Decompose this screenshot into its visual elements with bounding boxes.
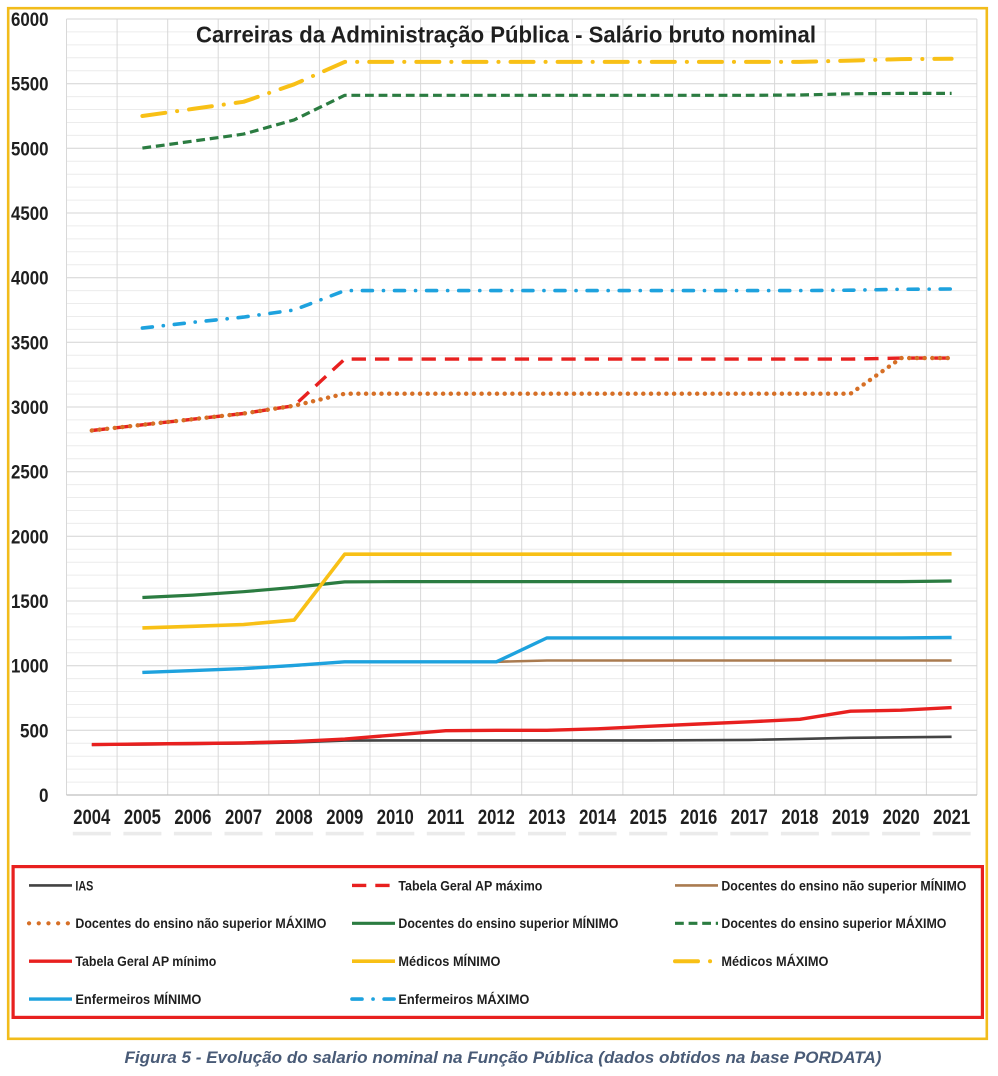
svg-text:4000: 4000 [11,268,49,290]
svg-text:2005: 2005 [124,806,161,829]
svg-text:Carreiras da Administração Púb: Carreiras da Administração Pública - Sal… [196,22,816,48]
svg-text:3000: 3000 [11,397,49,419]
svg-text:IAS: IAS [75,878,93,893]
svg-text:Figura 5 - Evolução do salario: Figura 5 - Evolução do salario nominal n… [125,1048,882,1067]
svg-text:5000: 5000 [11,138,49,160]
svg-text:Docentes do ensino superior MÍ: Docentes do ensino superior MÍNIMO [398,916,618,931]
svg-text:4500: 4500 [11,203,49,225]
svg-text:2009: 2009 [326,806,363,829]
svg-text:2017: 2017 [731,806,768,829]
svg-text:2000: 2000 [11,526,49,548]
svg-text:Tabela Geral AP mínimo: Tabela Geral AP mínimo [75,954,216,969]
svg-text:2021: 2021 [933,806,970,829]
svg-text:2015: 2015 [630,806,667,829]
svg-text:2011: 2011 [427,806,464,829]
svg-text:Docentes do ensino não superio: Docentes do ensino não superior MÍNIMO [721,878,966,893]
svg-text:Docentes do ensino não superio: Docentes do ensino não superior MÁXIMO [75,916,326,931]
svg-text:Enfermeiros MÁXIMO: Enfermeiros MÁXIMO [398,992,529,1007]
svg-text:2016: 2016 [680,806,717,829]
svg-text:Médicos MÁXIMO: Médicos MÁXIMO [721,954,828,969]
svg-text:500: 500 [20,720,49,742]
svg-text:5500: 5500 [11,74,49,96]
svg-text:Médicos MÍNIMO: Médicos MÍNIMO [398,954,500,969]
svg-text:Docentes do ensino superior MÁ: Docentes do ensino superior MÁXIMO [721,916,946,931]
svg-text:2012: 2012 [478,806,515,829]
svg-text:Tabela Geral AP máximo: Tabela Geral AP máximo [398,878,542,893]
svg-text:2006: 2006 [174,806,211,829]
svg-text:2018: 2018 [781,806,818,829]
svg-text:1500: 1500 [11,591,49,613]
svg-text:1000: 1000 [11,656,49,678]
svg-text:2008: 2008 [276,806,313,829]
svg-text:2014: 2014 [579,806,616,829]
svg-text:2500: 2500 [11,462,49,484]
svg-text:0: 0 [39,785,49,807]
svg-text:2007: 2007 [225,806,262,829]
svg-text:3500: 3500 [11,332,49,354]
svg-text:Enfermeiros MÍNIMO: Enfermeiros MÍNIMO [75,992,201,1007]
svg-text:2019: 2019 [832,806,869,829]
svg-text:6000: 6000 [11,9,49,31]
svg-text:2013: 2013 [529,806,566,829]
svg-text:2004: 2004 [73,806,110,829]
svg-text:2020: 2020 [883,806,920,829]
svg-text:2010: 2010 [377,806,414,829]
